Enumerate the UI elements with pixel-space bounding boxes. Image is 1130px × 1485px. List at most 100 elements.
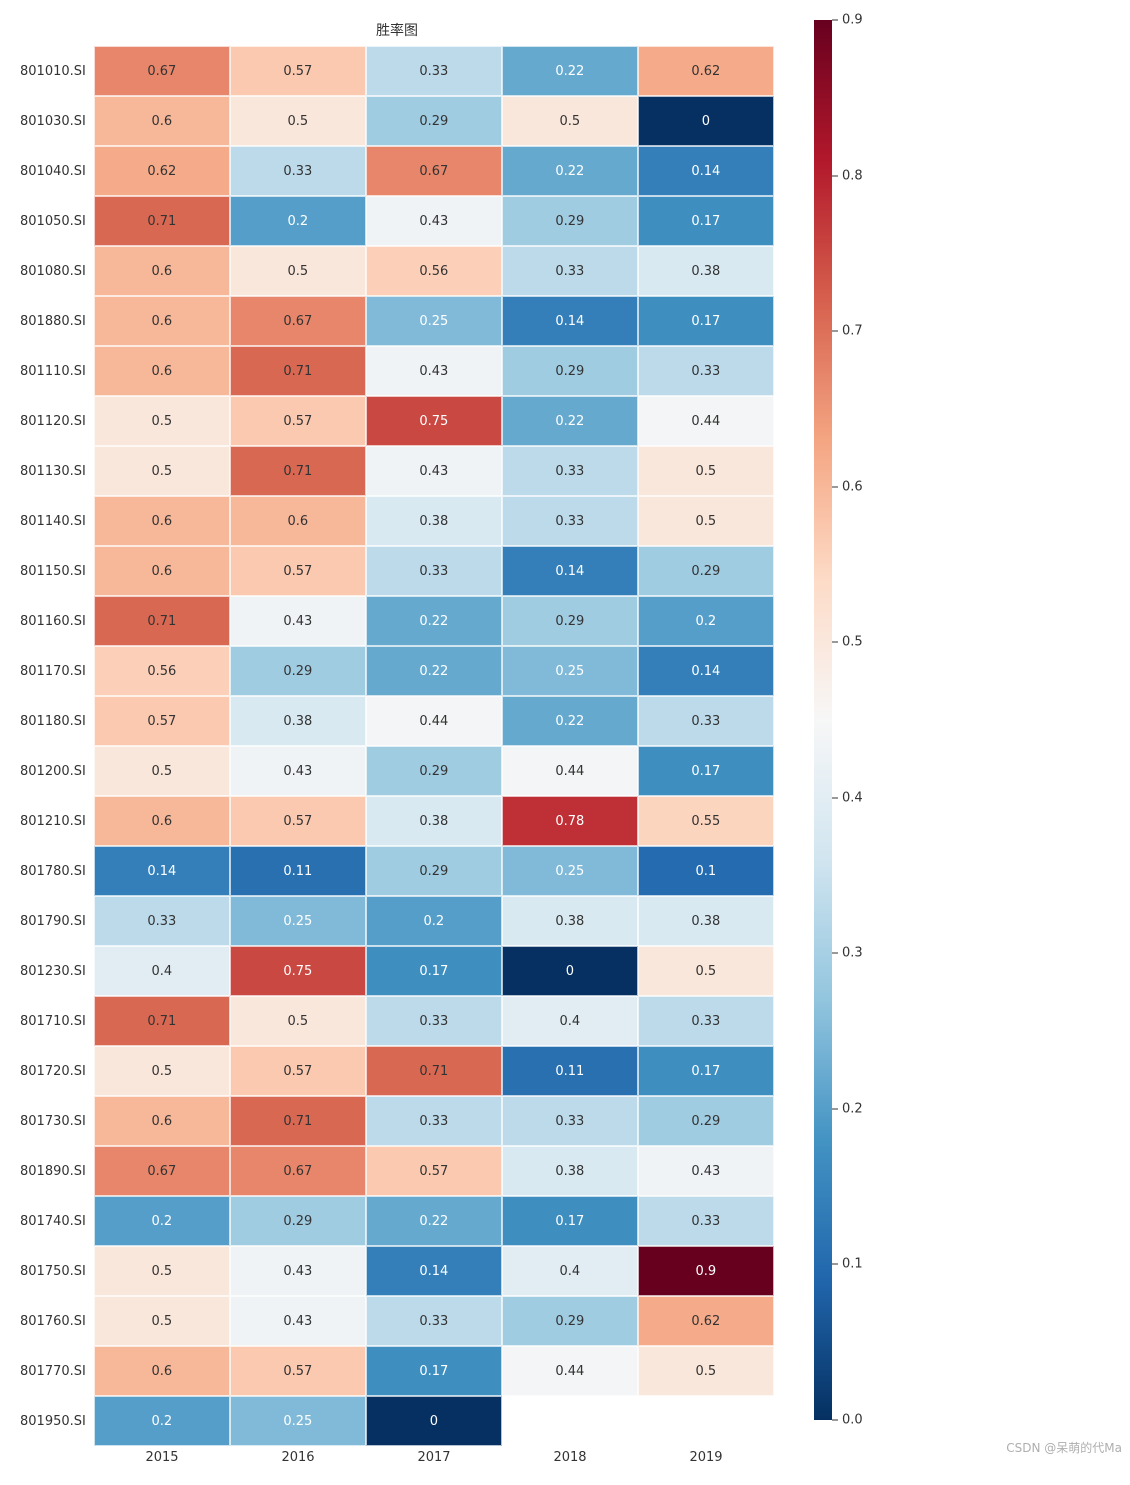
heatmap-cell: 0.5 (94, 1046, 230, 1096)
heatmap-cell: 0.44 (366, 696, 502, 746)
x-tick-label: 2018 (502, 1450, 638, 1465)
y-tick-label: 801080.SI (20, 246, 94, 296)
heatmap-cell: 0.67 (366, 146, 502, 196)
heatmap-cell: 0.5 (638, 446, 774, 496)
heatmap-cell: 0.33 (638, 696, 774, 746)
table-row: 0.60.570.380.780.55 (94, 796, 774, 846)
table-row: 0.20.290.220.170.33 (94, 1196, 774, 1246)
heatmap-cell: 0.29 (638, 1096, 774, 1146)
heatmap-cell: 0.5 (230, 96, 366, 146)
heatmap-cell: 0.2 (638, 596, 774, 646)
heatmap-cell: 0.22 (502, 696, 638, 746)
table-row: 0.330.250.20.380.38 (94, 896, 774, 946)
heatmap-cell: 0.33 (502, 246, 638, 296)
heatmap-cell: 0.5 (230, 996, 366, 1046)
heatmap-cell: 0.17 (638, 746, 774, 796)
table-row: 0.60.60.380.330.5 (94, 496, 774, 546)
heatmap-cell: 0.6 (94, 296, 230, 346)
y-tick-label: 801760.SI (20, 1296, 94, 1346)
heatmap-cell: 0.5 (94, 446, 230, 496)
heatmap-cell: 0.5 (94, 396, 230, 446)
heatmap-cell: 0.2 (230, 196, 366, 246)
y-tick-label: 801030.SI (20, 96, 94, 146)
heatmap-cell: 0.25 (502, 646, 638, 696)
heatmap-cell: 0.2 (94, 1196, 230, 1246)
y-tick-label: 801160.SI (20, 596, 94, 646)
heatmap-cell: 0.22 (366, 1196, 502, 1246)
heatmap-cell: 0.43 (230, 1246, 366, 1296)
heatmap-cell: 0.17 (366, 1346, 502, 1396)
heatmap-cell: 0.25 (230, 1396, 366, 1446)
table-row: 0.620.330.670.220.14 (94, 146, 774, 196)
colorbar-tick: 0.8 (832, 168, 863, 183)
heatmap-cell: 0.43 (366, 346, 502, 396)
table-row: 0.50.430.140.40.9 (94, 1246, 774, 1296)
heatmap-cell: 0.14 (502, 546, 638, 596)
heatmap-cell: 0.44 (502, 746, 638, 796)
heatmap-cell: 0.38 (502, 1146, 638, 1196)
heatmap-cell: 0.67 (94, 46, 230, 96)
heatmap-cell: 0.43 (230, 746, 366, 796)
y-tick-label: 801200.SI (20, 746, 94, 796)
heatmap-cell: 0.6 (94, 96, 230, 146)
heatmap-cell: 0.5 (94, 746, 230, 796)
heatmap-cell: 0.22 (366, 596, 502, 646)
heatmap-cell: 0.11 (230, 846, 366, 896)
heatmap-cell: 0.38 (230, 696, 366, 746)
y-tick-label: 801180.SI (20, 696, 94, 746)
y-tick-label: 801770.SI (20, 1346, 94, 1396)
heatmap-cell: 0.33 (638, 1196, 774, 1246)
heatmap-cell: 0.71 (94, 996, 230, 1046)
heatmap-cell: 0.14 (638, 146, 774, 196)
colorbar-tick: 0.7 (832, 324, 863, 339)
heatmap-cell: 0.22 (502, 396, 638, 446)
heatmap-cell: 0.67 (230, 1146, 366, 1196)
colorbar-tick: 0.0 (832, 1413, 863, 1428)
heatmap-cell: 0.5 (94, 1246, 230, 1296)
heatmap-cell: 0.29 (366, 746, 502, 796)
heatmap-cell: 0.11 (502, 1046, 638, 1096)
colorbar: 0.00.10.20.30.40.50.60.70.80.9 (814, 20, 872, 1420)
heatmap-cell: 0.29 (366, 846, 502, 896)
y-tick-label: 801140.SI (20, 496, 94, 546)
heatmap-cell: 0.29 (502, 1296, 638, 1346)
y-tick-label: 801730.SI (20, 1096, 94, 1146)
heatmap-cell: 0.44 (638, 396, 774, 446)
heatmap-cell: 0.71 (230, 346, 366, 396)
heatmap-cell: 0.5 (94, 1296, 230, 1346)
heatmap-cell: 0.33 (502, 1096, 638, 1146)
heatmap-cell (638, 1396, 774, 1446)
chart-title: 胜率图 (20, 20, 774, 40)
y-tick-label: 801880.SI (20, 296, 94, 346)
heatmap-cell (502, 1396, 638, 1446)
table-row: 0.50.570.750.220.44 (94, 396, 774, 446)
heatmap-cell: 0.62 (94, 146, 230, 196)
heatmap-cell: 0.17 (638, 1046, 774, 1096)
heatmap-cell: 0.43 (366, 196, 502, 246)
heatmap-cell: 0.57 (230, 46, 366, 96)
heatmap-cell: 0.25 (366, 296, 502, 346)
heatmap-cell: 0.57 (230, 796, 366, 846)
heatmap-cell: 0.33 (366, 1296, 502, 1346)
heatmap-cell: 0.44 (502, 1346, 638, 1396)
table-row: 0.710.430.220.290.2 (94, 596, 774, 646)
table-row: 0.710.20.430.290.17 (94, 196, 774, 246)
heatmap-cell: 0.43 (230, 596, 366, 646)
heatmap-cell: 0.62 (638, 1296, 774, 1346)
heatmap-cell: 0.71 (230, 446, 366, 496)
y-tick-label: 801230.SI (20, 946, 94, 996)
heatmap-cell: 0.38 (502, 896, 638, 946)
heatmap-cell: 0.29 (502, 596, 638, 646)
heatmap-cell: 0.29 (638, 546, 774, 596)
heatmap-cell: 0.5 (638, 496, 774, 546)
colorbar-tick: 0.3 (832, 946, 863, 961)
heatmap-cell: 0.17 (638, 196, 774, 246)
heatmap-cell: 0.56 (94, 646, 230, 696)
table-row: 0.20.250 (94, 1396, 774, 1446)
heatmap-cell: 0.5 (502, 96, 638, 146)
table-row: 0.60.50.560.330.38 (94, 246, 774, 296)
heatmap-cell: 0.62 (638, 46, 774, 96)
heatmap-cell: 0.6 (94, 546, 230, 596)
heatmap-cell: 0.57 (230, 1346, 366, 1396)
heatmap-cell: 0.33 (502, 446, 638, 496)
